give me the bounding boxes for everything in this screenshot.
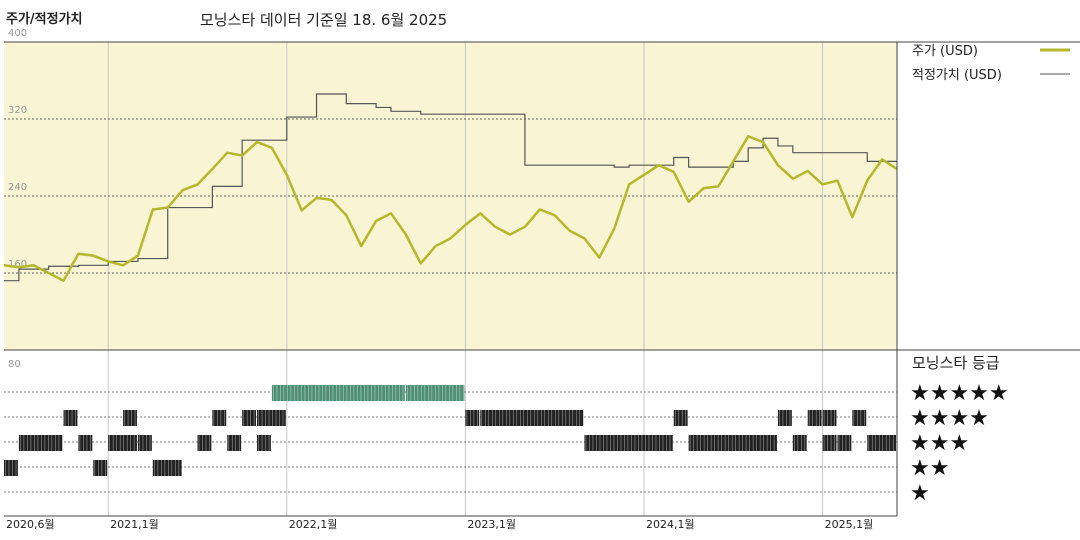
legend-fair-value-label: 적정가치 (USD) <box>912 68 1002 83</box>
rating-bar <box>257 410 286 426</box>
rating-legend-5-stars: ★★★★★ <box>910 381 1009 406</box>
rating-bar <box>257 435 271 451</box>
rating-bar <box>227 435 242 451</box>
x-axis-ticks: 2020,6월 2021,1월 2022,1월 2023,1월 2024,1월 2025,… <box>6 518 873 531</box>
rating-bar <box>18 435 63 451</box>
rating-legend-2-stars: ★★ <box>910 456 949 481</box>
x-tick-label: 2023,1월 <box>467 518 516 531</box>
rating-bar <box>197 435 212 451</box>
price-y-ticks: 400 320 240 160 <box>8 28 27 270</box>
rating-bars <box>4 385 896 476</box>
rating-bar <box>822 410 837 426</box>
rating-bar <box>63 410 78 426</box>
rating-bar <box>777 410 792 426</box>
legend-price-label: 주가 (USD) <box>912 44 978 59</box>
rating-bar <box>212 410 227 426</box>
rating-bar <box>78 435 93 451</box>
x-tick-label: 2022,1월 <box>289 518 338 531</box>
series-layer <box>3 93 898 282</box>
rating-legend-4-stars: ★★★★ <box>910 406 989 431</box>
rating-bar <box>822 435 837 451</box>
rating-y-tick: 80 <box>8 359 21 370</box>
x-tick-label: 2024,1월 <box>646 518 695 531</box>
rating-bar <box>137 435 152 451</box>
rating-bar <box>93 460 108 476</box>
y-tick-label: 240 <box>8 182 27 193</box>
y-tick-label: 160 <box>8 259 27 270</box>
x-tick-label: 2020,6월 <box>6 518 55 531</box>
rating-legend-1-star: ★ <box>910 481 930 506</box>
chart-title: 주가/적정가치 <box>6 12 83 27</box>
rating-bar <box>807 410 822 426</box>
rating-bar <box>465 410 480 426</box>
rating-bar <box>852 410 867 426</box>
rating-legend-3-stars: ★★★ <box>910 431 969 456</box>
rating-bar <box>792 435 807 451</box>
rating-bar <box>123 410 137 426</box>
rating-bar <box>584 435 673 451</box>
rating-bar <box>673 410 688 426</box>
y-tick-label: 400 <box>8 28 27 39</box>
rating-bar <box>688 435 777 451</box>
price-line <box>3 135 898 282</box>
x-tick-label: 2025,1월 <box>825 518 874 531</box>
rating-bar <box>152 460 182 476</box>
rating-legend-title: 모닝스타 등급 <box>912 354 1000 372</box>
y-tick-label: 320 <box>8 105 27 116</box>
rating-bar <box>271 385 405 401</box>
rating-bar <box>108 435 137 451</box>
data-source-note: 모닝스타 데이터 기준일 18. 6월 2025 <box>200 11 448 29</box>
rating-bar <box>837 435 852 451</box>
fair-value-line <box>4 93 897 282</box>
rating-bar <box>4 460 18 476</box>
x-tick-label: 2021,1월 <box>110 518 159 531</box>
rating-bar <box>867 435 896 451</box>
rating-bar <box>242 410 257 426</box>
